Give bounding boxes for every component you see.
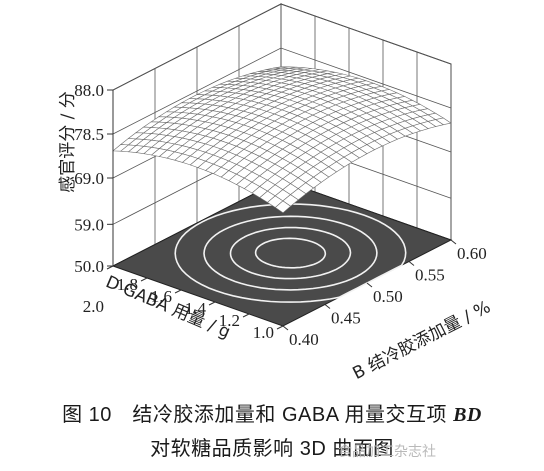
contour-line [229,226,352,280]
figure-caption-line1: 图 10 结冷胶添加量和 GABA 用量交互项 BD [62,404,482,426]
x-tick [106,265,114,270]
response-surface [112,66,452,214]
z-tick-label: 69.0 [74,169,104,188]
z-tick-label: 59.0 [74,215,104,234]
y-tick-label: 0.60 [457,244,487,263]
watermark: 食品加工杂志社 [338,444,436,460]
y-tick-label: 0.45 [331,309,361,328]
axis-ticks: 88.0 78.5 69.0 59.0 50.0 1.0 1.2 1.4 1.6 1.8 0.40 0… [74,81,487,349]
x-tick [174,289,182,294]
y-tick [324,304,331,309]
contour-line [203,215,378,291]
y-axis-label: B 结冷胶添加量 / % [350,297,494,384]
z-tick-label: 88.0 [74,81,104,100]
x-tick-label: 2.0 [83,297,104,316]
y-tick [408,261,415,266]
y-tick [366,282,373,288]
contour-line [174,203,407,303]
x-tick-label: 1.6 [151,287,172,306]
y-tick [450,239,457,245]
z-axis-label: 感官评分 / 分 [58,91,78,193]
z-tick-label: 50.0 [74,257,104,276]
x-tick-label: 1.0 [253,323,274,342]
y-tick-label: 0.50 [373,287,403,306]
x-tick-label: 1.2 [219,311,240,330]
y-tick [282,325,289,331]
contour-line [254,237,327,269]
x-tick [208,301,216,306]
figure-caption-line2: 对软糖品质影响 3D 曲面图 [150,438,394,460]
y-tick-label: 0.55 [415,266,445,285]
x-tick-label: 1.4 [185,299,207,318]
z-tick-label: 78.5 [74,125,104,144]
x-tick [242,313,250,318]
y-tick-label: 0.40 [289,330,319,349]
x-tick-label: 1.8 [117,275,138,294]
x-tick [140,277,148,282]
x-tick [276,325,284,330]
surface-cell [274,200,292,214]
